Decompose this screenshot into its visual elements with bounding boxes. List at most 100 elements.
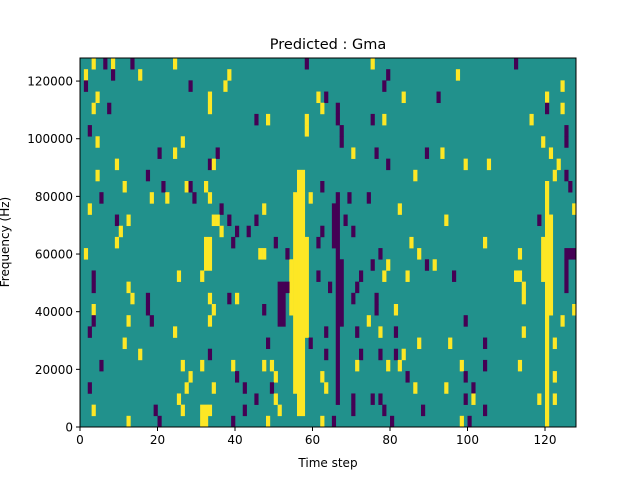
heatmap-cell bbox=[215, 214, 220, 227]
heatmap-cell bbox=[486, 158, 492, 171]
heatmap-cell bbox=[374, 304, 379, 316]
heatmap-cell bbox=[308, 192, 313, 204]
heatmap-cell bbox=[269, 359, 275, 372]
heatmap-cell bbox=[378, 393, 383, 405]
heatmap-cell bbox=[483, 404, 488, 417]
heatmap-cell bbox=[304, 58, 309, 70]
heatmap-cell bbox=[552, 393, 557, 405]
heatmap-cell bbox=[204, 181, 209, 193]
heatmap-cell bbox=[459, 415, 464, 428]
heatmap-cell bbox=[138, 348, 143, 361]
heatmap-cell bbox=[331, 415, 337, 428]
heatmap-cell bbox=[188, 181, 193, 193]
heatmap-cell bbox=[176, 393, 182, 405]
heatmap-cell bbox=[444, 214, 449, 227]
heatmap-cell bbox=[572, 203, 577, 215]
y-tick-label: 20000 bbox=[35, 363, 73, 377]
heatmap-cell bbox=[382, 270, 387, 282]
heatmap-cell bbox=[219, 203, 224, 215]
heatmap-cell bbox=[347, 192, 352, 204]
heatmap-cell bbox=[173, 326, 178, 338]
heatmap-cell bbox=[324, 91, 329, 104]
heatmap-cell bbox=[95, 91, 100, 104]
heatmap-cell bbox=[564, 125, 569, 137]
heatmap-cell bbox=[235, 292, 240, 305]
y-axis-label: Frequency (Hz) bbox=[0, 197, 12, 288]
heatmap-cell bbox=[351, 225, 356, 238]
heatmap-cell bbox=[258, 248, 263, 260]
heatmap-cell bbox=[552, 169, 557, 182]
heatmap-cell bbox=[417, 337, 422, 350]
heatmap-cell bbox=[471, 382, 476, 394]
heatmap-cell bbox=[355, 326, 360, 338]
heatmap-cell bbox=[145, 304, 151, 316]
heatmap-cell bbox=[370, 259, 375, 271]
heatmap-cell bbox=[254, 113, 259, 126]
heatmap-cell bbox=[83, 69, 89, 81]
heatmap-cell bbox=[537, 393, 542, 405]
heatmap-cell bbox=[262, 359, 267, 372]
heatmap-cell bbox=[324, 326, 329, 338]
heatmap-cell bbox=[378, 248, 383, 260]
heatmap-cell bbox=[149, 315, 154, 327]
heatmap-cell bbox=[91, 304, 96, 316]
heatmap-cell bbox=[246, 225, 251, 238]
heatmap-cell bbox=[122, 181, 127, 193]
heatmap-cell bbox=[463, 393, 468, 405]
heatmap-cell bbox=[266, 337, 271, 350]
heatmap-cell bbox=[165, 192, 170, 204]
heatmap-cell bbox=[207, 102, 213, 115]
heatmap-cell bbox=[99, 192, 104, 204]
heatmap-cell bbox=[552, 337, 557, 350]
heatmap-cell bbox=[184, 382, 189, 394]
heatmap-band bbox=[564, 259, 569, 294]
heatmap-cell bbox=[145, 292, 151, 305]
heatmap-cell bbox=[537, 214, 542, 227]
heatmap-cell bbox=[207, 91, 213, 104]
heatmap-cell bbox=[374, 147, 379, 159]
heatmap-cell bbox=[262, 203, 267, 215]
heatmap-cell bbox=[355, 359, 360, 372]
heatmap-band bbox=[293, 192, 298, 394]
heatmap-cell bbox=[83, 80, 89, 92]
heatmap-cell bbox=[118, 225, 123, 238]
heatmap-cell bbox=[351, 404, 356, 417]
heatmap-cell bbox=[455, 69, 461, 81]
heatmap-cell bbox=[87, 326, 92, 338]
heatmap-cell bbox=[405, 270, 410, 282]
heatmap-cell bbox=[285, 281, 290, 294]
heatmap-cell bbox=[285, 248, 290, 260]
x-tick-label: 100 bbox=[456, 433, 479, 447]
heatmap-cell bbox=[560, 102, 565, 115]
heatmap-cell bbox=[320, 415, 325, 428]
heatmap-cell bbox=[207, 348, 213, 361]
heatmap-cell bbox=[514, 270, 519, 282]
heatmap-cell bbox=[351, 292, 356, 305]
heatmap-cell bbox=[417, 248, 422, 260]
heatmap-cell bbox=[99, 359, 104, 372]
heatmap-cell bbox=[87, 125, 92, 137]
heatmap-cell bbox=[448, 337, 453, 350]
heatmap-cell bbox=[556, 158, 561, 171]
heatmap-cell bbox=[138, 69, 143, 81]
y-tick-label: 80000 bbox=[35, 190, 73, 204]
heatmap-cell bbox=[262, 304, 267, 316]
heatmap-cell bbox=[483, 236, 488, 249]
axes-frame bbox=[79, 57, 577, 428]
heatmap-band bbox=[331, 203, 337, 249]
heatmap-band bbox=[548, 214, 554, 316]
heatmap-cell bbox=[254, 214, 259, 227]
heatmap-band bbox=[335, 192, 340, 405]
heatmap-cell bbox=[211, 382, 216, 394]
heatmap-cell bbox=[324, 348, 329, 361]
heatmap-band bbox=[200, 404, 209, 428]
heatmap-cell bbox=[266, 415, 271, 428]
x-tick-label: 20 bbox=[150, 433, 165, 447]
heatmap-cell bbox=[552, 371, 557, 383]
heatmap-cell bbox=[382, 113, 387, 126]
heatmap-cell bbox=[351, 147, 356, 159]
heatmap-cell bbox=[378, 348, 383, 361]
heatmap-cell bbox=[211, 304, 216, 316]
heatmap-cell bbox=[452, 270, 457, 282]
heatmap-band bbox=[339, 259, 344, 327]
